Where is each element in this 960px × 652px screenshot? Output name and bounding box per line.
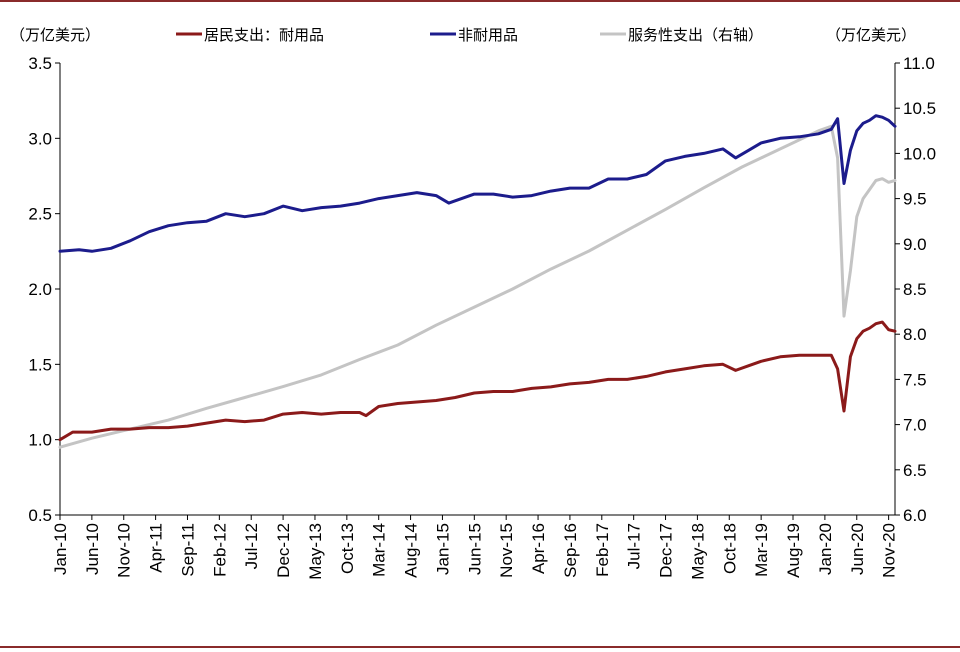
right-tick-label: 10.0 [903,144,936,163]
x-tick-label: May-13 [306,523,325,580]
x-tick-label: Apr-16 [529,523,548,574]
right-tick-label: 9.0 [903,235,927,254]
legend-label-nondurable: 非耐用品 [458,26,518,44]
series-line-services [58,124,897,449]
left-tick-label: 3.5 [28,54,52,73]
right-tick-label: 11.0 [903,54,935,73]
x-tick-label: Jun-20 [848,523,867,575]
x-tick-label: Apr-11 [147,523,166,573]
legend-label-services: 服务性支出（右轴） [628,26,763,44]
x-tick-label: Jul-12 [242,523,261,569]
x-tick-label: Feb-12 [210,523,229,577]
x-tick-label: Dec-17 [657,523,676,578]
x-tick-label: Jul-17 [625,523,644,569]
x-tick-label: Feb-17 [593,523,612,577]
x-tick-label: Mar-14 [370,523,389,577]
right-tick-label: 6.0 [903,506,927,525]
legend-label-durable: 居民支出：耐用品 [204,26,324,44]
x-tick-label: Nov-15 [497,523,516,578]
x-tick-label: Jan-20 [816,523,835,575]
series-line-nondurable [58,114,897,253]
x-tick-label: May-18 [688,523,707,580]
bottom-border-line [0,646,960,648]
x-tick-label: Jan-15 [433,523,452,575]
left-tick-label: 2.5 [28,205,52,224]
right-tick-label: 9.5 [903,190,927,209]
x-tick-label: Jun-15 [465,523,484,575]
left-tick-label: 2.0 [28,280,52,299]
x-tick-label: Aug-19 [784,523,803,578]
right-tick-label: 7.0 [903,416,927,435]
right-tick-label: 6.5 [903,461,927,480]
left-tick-label: 0.5 [28,506,52,525]
right-tick-label: 10.5 [903,99,936,118]
axes: 0.5 1.0 1.5 2.0 2.5 3.0 3.5 6.0 6.5 7.0 7.5 8.0 8.5 9… [28,54,936,580]
series-line-durable [58,320,897,442]
legend: 居民支出：耐用品 非耐用品 服务性支出（右轴） [176,26,763,44]
x-tick-label: Dec-12 [274,523,293,578]
x-tick-label: Mar-19 [752,523,771,577]
right-tick-label: 8.0 [903,325,927,344]
right-tick-label: 7.5 [903,370,927,389]
left-tick-label: 1.0 [28,431,52,450]
x-tick-label: Nov-10 [115,523,134,578]
x-tick-label: Nov-20 [880,523,899,578]
x-tick-label: Sep-11 [178,523,197,577]
right-axis-unit: （万亿美元） [826,26,916,44]
x-tick-label: Oct-18 [720,523,739,574]
left-tick-label: 3.0 [28,129,52,148]
x-tick-label: Jun-10 [83,523,102,575]
x-tick-label: Sep-16 [561,523,580,578]
x-tick-label: Aug-14 [402,523,421,578]
x-tick-label: Oct-13 [338,523,357,574]
top-border-line [0,0,960,2]
series-layer [58,114,897,449]
x-tick-label: Jan-10 [51,523,70,575]
left-tick-label: 1.5 [28,355,52,374]
right-tick-label: 8.5 [903,280,927,299]
left-axis-unit: （万亿美元） [10,26,100,44]
